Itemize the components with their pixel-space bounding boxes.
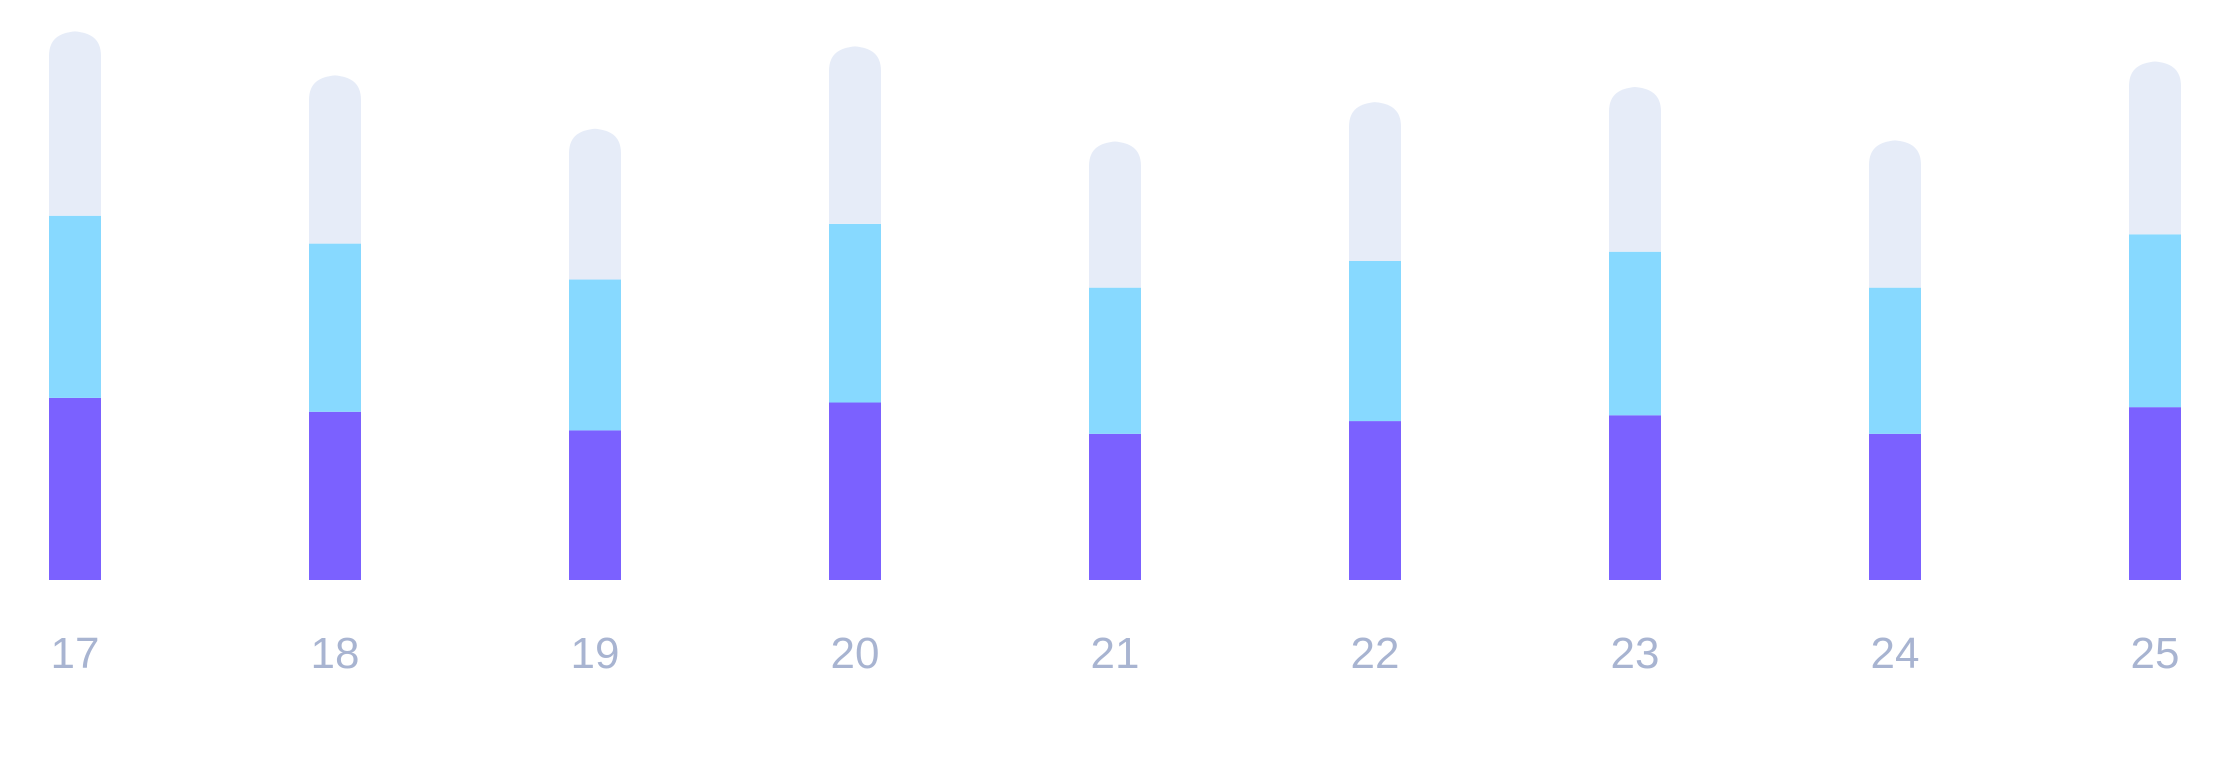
bar-stack-17: [49, 31, 101, 580]
x-tick-label-17: 17: [51, 629, 100, 678]
bar-segment-23-s1: [1609, 415, 1661, 580]
bars-layer: [49, 31, 2181, 580]
bar-stack-25: [2129, 61, 2181, 580]
bar-segment-24-s1: [1869, 433, 1921, 580]
x-tick-label-18: 18: [311, 629, 360, 678]
bar-stack-21: [1089, 141, 1141, 580]
bar-segment-20-s2: [829, 223, 881, 403]
bar-segment-21-s3: [1089, 141, 1141, 288]
bar-segment-20-s1: [829, 402, 881, 580]
x-tick-label-21: 21: [1091, 629, 1140, 678]
bar-segment-17-s1: [49, 397, 101, 580]
bar-segment-18-s1: [309, 411, 361, 580]
x-axis-tick-labels: 17 18 19 20 21 22 23 24 25: [51, 629, 2180, 678]
x-tick-label-25: 25: [2131, 629, 2180, 678]
bar-segment-18-s2: [309, 243, 361, 412]
bar-segment-24-s2: [1869, 287, 1921, 434]
x-tick-label-19: 19: [571, 629, 620, 678]
bar-segment-19-s1: [569, 430, 621, 580]
bar-stack-20: [829, 46, 881, 580]
x-tick-label-22: 22: [1351, 629, 1400, 678]
bar-stack-22: [1349, 102, 1401, 580]
bar-stack-23: [1609, 87, 1661, 580]
x-tick-label-23: 23: [1611, 629, 1660, 678]
bar-segment-22-s3: [1349, 102, 1401, 261]
bar-stack-19: [569, 128, 621, 580]
x-tick-label-24: 24: [1871, 629, 1920, 678]
bar-segment-22-s2: [1349, 261, 1401, 422]
bar-segment-19-s2: [569, 279, 621, 431]
bar-segment-25-s1: [2129, 407, 2181, 580]
bar-segment-23-s3: [1609, 87, 1661, 252]
bar-segment-20-s3: [829, 46, 881, 224]
bar-stack-18: [309, 75, 361, 580]
bar-segment-23-s2: [1609, 251, 1661, 416]
bar-segment-18-s3: [309, 75, 361, 244]
bar-segment-22-s1: [1349, 421, 1401, 580]
bar-stack-24: [1869, 140, 1921, 580]
bar-segment-19-s3: [569, 128, 621, 280]
bar-segment-25-s3: [2129, 61, 2181, 235]
bar-segment-21-s2: [1089, 287, 1141, 434]
bar-segment-24-s3: [1869, 140, 1921, 288]
bar-segment-17-s3: [49, 31, 101, 216]
bar-segment-25-s2: [2129, 234, 2181, 408]
bar-segment-21-s1: [1089, 433, 1141, 580]
bar-segment-17-s2: [49, 215, 101, 398]
x-tick-label-20: 20: [831, 629, 880, 678]
